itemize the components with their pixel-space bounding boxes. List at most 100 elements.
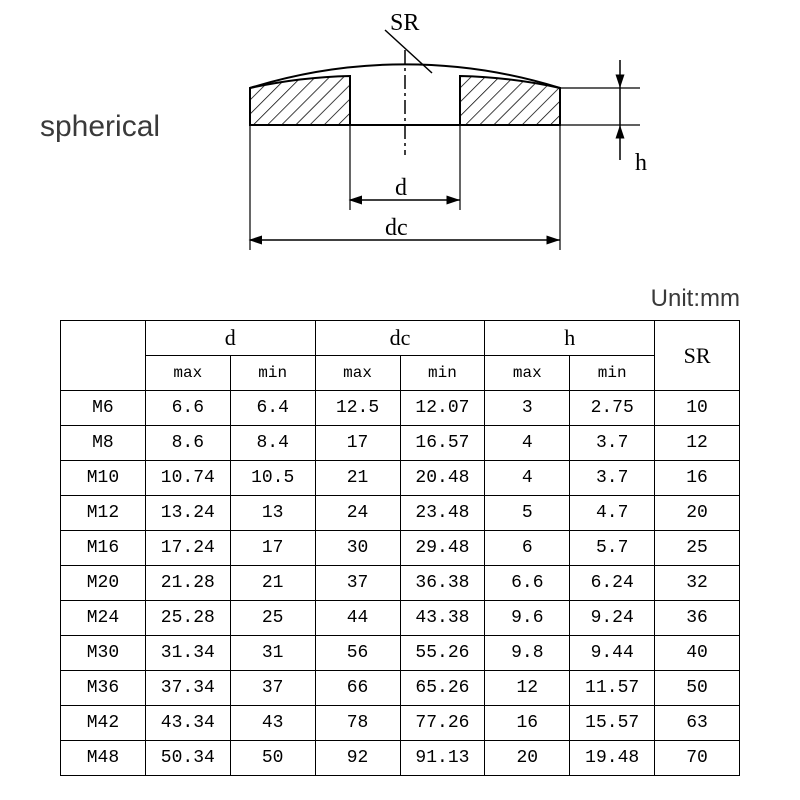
cell-h_min: 9.44 <box>570 636 655 671</box>
cell-sr: 70 <box>655 741 740 776</box>
cell-d_min: 8.4 <box>230 426 315 461</box>
cell-d_max: 6.6 <box>145 391 230 426</box>
cell-h_max: 6 <box>485 531 570 566</box>
h-label: h <box>635 150 647 176</box>
cell-label: M12 <box>61 496 146 531</box>
title-label: spherical <box>40 110 160 144</box>
cell-h_min: 9.24 <box>570 601 655 636</box>
cell-d_max: 37.34 <box>145 671 230 706</box>
cell-sr: 40 <box>655 636 740 671</box>
cell-dc_min: 20.48 <box>400 461 485 496</box>
cell-d_min: 43 <box>230 706 315 741</box>
table-row: M1010.7410.52120.4843.716 <box>61 461 740 496</box>
cell-d_max: 50.34 <box>145 741 230 776</box>
cell-dc_min: 65.26 <box>400 671 485 706</box>
table-row: M1213.24132423.4854.720 <box>61 496 740 531</box>
header-row-1: d dc h SR <box>61 321 740 356</box>
cell-h_min: 4.7 <box>570 496 655 531</box>
cell-d_min: 13 <box>230 496 315 531</box>
cell-label: M42 <box>61 706 146 741</box>
cell-dc_max: 66 <box>315 671 400 706</box>
cell-d_max: 21.28 <box>145 566 230 601</box>
subhead-h-min: min <box>570 356 655 391</box>
cell-dc_max: 44 <box>315 601 400 636</box>
subhead-h-max: max <box>485 356 570 391</box>
cell-h_min: 19.48 <box>570 741 655 776</box>
cell-d_max: 8.6 <box>145 426 230 461</box>
cell-dc_max: 30 <box>315 531 400 566</box>
cell-d_max: 17.24 <box>145 531 230 566</box>
cell-h_max: 4 <box>485 461 570 496</box>
table-row: M4243.34437877.261615.5763 <box>61 706 740 741</box>
cell-h_max: 9.8 <box>485 636 570 671</box>
cell-dc_max: 56 <box>315 636 400 671</box>
cell-h_min: 5.7 <box>570 531 655 566</box>
table-row: M1617.24173029.4865.725 <box>61 531 740 566</box>
cell-h_min: 6.24 <box>570 566 655 601</box>
cell-d_min: 10.5 <box>230 461 315 496</box>
cell-h_max: 3 <box>485 391 570 426</box>
cell-label: M20 <box>61 566 146 601</box>
cell-dc_min: 12.07 <box>400 391 485 426</box>
cell-h_min: 3.7 <box>570 426 655 461</box>
table-row: M2425.28254443.389.69.2436 <box>61 601 740 636</box>
header-sr: SR <box>655 321 740 391</box>
cell-dc_max: 92 <box>315 741 400 776</box>
cell-dc_min: 43.38 <box>400 601 485 636</box>
cell-sr: 36 <box>655 601 740 636</box>
cell-label: M36 <box>61 671 146 706</box>
cell-label: M24 <box>61 601 146 636</box>
table-row: M2021.28213736.386.66.2432 <box>61 566 740 601</box>
header-d: d <box>145 321 315 356</box>
cell-h_min: 11.57 <box>570 671 655 706</box>
cell-h_max: 9.6 <box>485 601 570 636</box>
table-row: M3031.34315655.269.89.4440 <box>61 636 740 671</box>
cell-dc_max: 24 <box>315 496 400 531</box>
table-body: M66.66.412.512.0732.7510M88.68.41716.574… <box>61 391 740 776</box>
cell-h_min: 15.57 <box>570 706 655 741</box>
subhead-dc-min: min <box>400 356 485 391</box>
spec-table-wrap: d dc h SR max min max min max min M66.66… <box>60 320 740 776</box>
cell-dc_max: 12.5 <box>315 391 400 426</box>
cell-sr: 10 <box>655 391 740 426</box>
page: SR d dc h spherical Unit:mm <box>0 0 800 800</box>
cell-dc_min: 77.26 <box>400 706 485 741</box>
cell-d_max: 31.34 <box>145 636 230 671</box>
cell-dc_min: 29.48 <box>400 531 485 566</box>
cell-d_min: 21 <box>230 566 315 601</box>
cell-h_max: 12 <box>485 671 570 706</box>
cell-d_max: 13.24 <box>145 496 230 531</box>
subhead-dc-max: max <box>315 356 400 391</box>
subhead-d-min: min <box>230 356 315 391</box>
cell-h_max: 4 <box>485 426 570 461</box>
table-row: M66.66.412.512.0732.7510 <box>61 391 740 426</box>
d-label: d <box>395 175 407 201</box>
cell-dc_max: 78 <box>315 706 400 741</box>
cell-d_max: 10.74 <box>145 461 230 496</box>
cell-dc_min: 23.48 <box>400 496 485 531</box>
cell-sr: 12 <box>655 426 740 461</box>
cell-d_min: 31 <box>230 636 315 671</box>
cell-d_max: 43.34 <box>145 706 230 741</box>
cell-h_max: 6.6 <box>485 566 570 601</box>
cell-label: M10 <box>61 461 146 496</box>
dc-label: dc <box>385 215 408 241</box>
cell-d_min: 17 <box>230 531 315 566</box>
cell-label: M16 <box>61 531 146 566</box>
cell-dc_max: 17 <box>315 426 400 461</box>
subhead-d-max: max <box>145 356 230 391</box>
cell-h_max: 5 <box>485 496 570 531</box>
table-row: M88.68.41716.5743.712 <box>61 426 740 461</box>
cell-d_min: 37 <box>230 671 315 706</box>
cell-dc_min: 36.38 <box>400 566 485 601</box>
header-blank <box>61 321 146 391</box>
cell-dc_min: 91.13 <box>400 741 485 776</box>
sr-label: SR <box>390 10 419 36</box>
cell-label: M8 <box>61 426 146 461</box>
cell-sr: 32 <box>655 566 740 601</box>
cell-sr: 50 <box>655 671 740 706</box>
header-row-2: max min max min max min <box>61 356 740 391</box>
cell-sr: 16 <box>655 461 740 496</box>
spec-table: d dc h SR max min max min max min M66.66… <box>60 320 740 776</box>
header-h: h <box>485 321 655 356</box>
